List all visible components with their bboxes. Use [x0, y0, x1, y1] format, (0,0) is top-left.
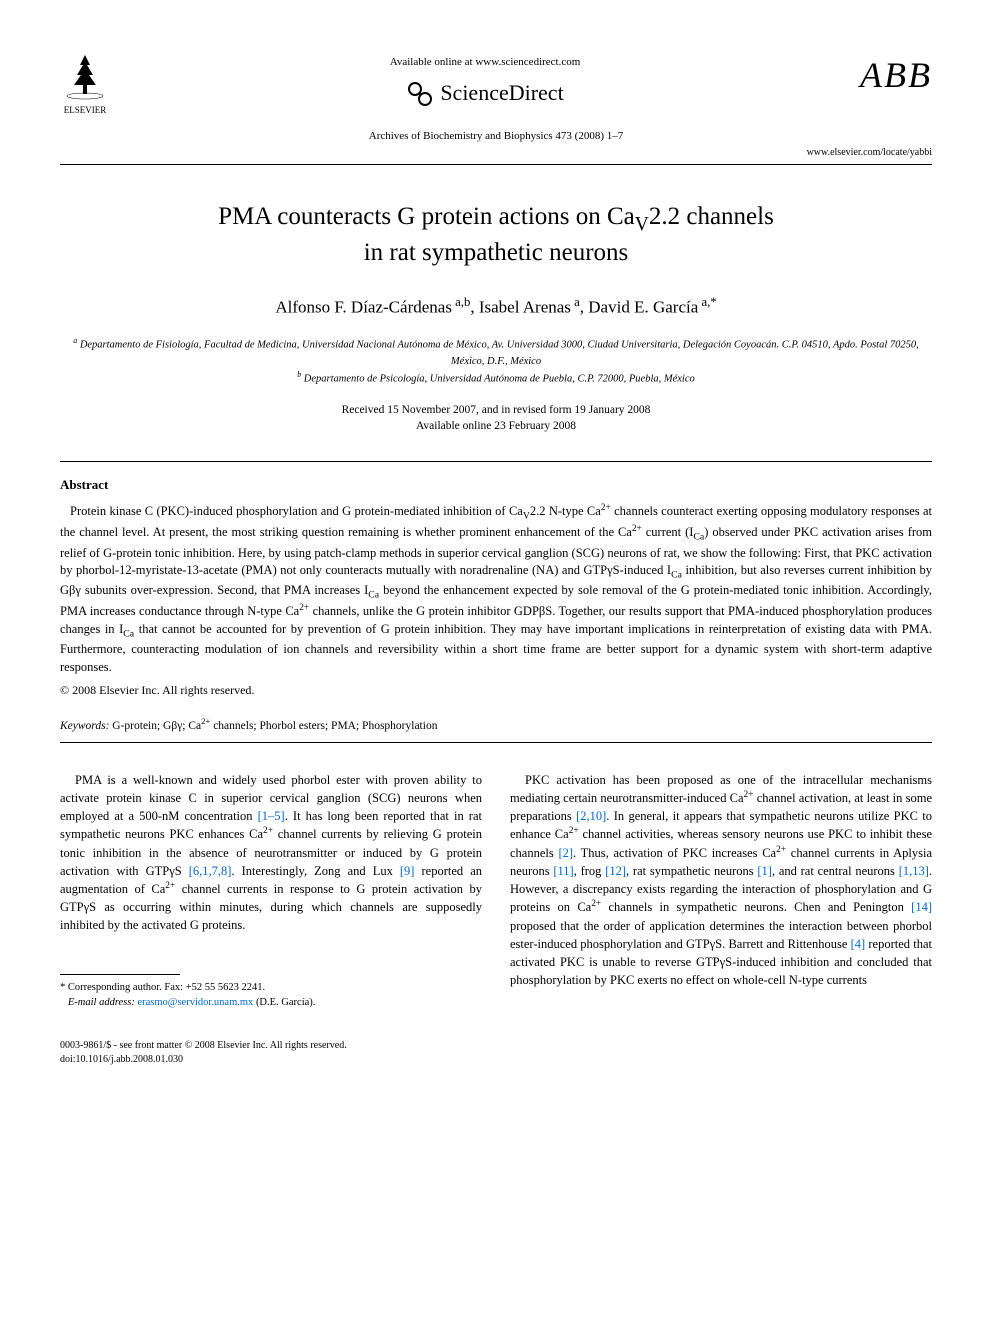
sciencedirect-block: Available online at www.sciencedirect.co…	[110, 50, 860, 109]
affiliation-b-text: Departamento de Psicología, Universidad …	[304, 374, 695, 385]
email-link[interactable]: erasmo@servidor.unam.mx	[137, 997, 253, 1008]
abstract-top-rule	[60, 461, 932, 462]
keywords-rule	[60, 742, 932, 743]
right-column: PKC activation has been proposed as one …	[510, 771, 932, 1011]
article-title: PMA counteracts G protein actions on CaV…	[60, 201, 932, 270]
ref-link[interactable]: [9]	[400, 864, 415, 878]
title-part3: in rat sympathetic neurons	[364, 239, 629, 266]
keywords: Keywords: G-protein; Gβγ; Ca2+ channels;…	[60, 715, 932, 734]
affiliation-a: a Departamento de Fisiología, Facultad d…	[60, 335, 932, 369]
ref-link[interactable]: [2]	[558, 846, 573, 860]
footer-front-matter: 0003-9861/$ - see front matter © 2008 El…	[60, 1039, 347, 1053]
ref-link[interactable]: [1]	[757, 864, 772, 878]
footnote-separator	[60, 974, 180, 975]
ref-link[interactable]: [2,10]	[576, 809, 606, 823]
authors: Alfonso F. Díaz-Cárdenas a,b, Isabel Are…	[60, 294, 932, 319]
affiliation-b: b Departamento de Psicología, Universida…	[60, 369, 932, 387]
journal-citation: Archives of Biochemistry and Biophysics …	[60, 129, 932, 144]
footnote-block: * Corresponding author. Fax: +52 55 5623…	[60, 981, 482, 1010]
left-column-paragraph: PMA is a well-known and widely used phor…	[60, 771, 482, 934]
sciencedirect-icon	[406, 80, 434, 108]
abstract-heading: Abstract	[60, 476, 932, 494]
affiliations: a Departamento de Fisiología, Facultad d…	[60, 335, 932, 387]
body-columns: PMA is a well-known and widely used phor…	[60, 771, 932, 1011]
ref-link[interactable]: [1–5]	[258, 809, 285, 823]
title-part1: PMA counteracts G protein actions on Ca	[218, 203, 635, 230]
affiliation-a-text: Departamento de Fisiología, Facultad de …	[80, 340, 919, 367]
abstract-copyright: © 2008 Elsevier Inc. All rights reserved…	[60, 682, 932, 699]
available-online-text: Available online at www.sciencedirect.co…	[110, 55, 860, 70]
page-footer: 0003-9861/$ - see front matter © 2008 El…	[60, 1039, 932, 1067]
corresponding-author: * Corresponding author. Fax: +52 55 5623…	[60, 981, 482, 996]
elsevier-logo: ELSEVIER	[60, 50, 110, 117]
footer-left: 0003-9861/$ - see front matter © 2008 El…	[60, 1039, 347, 1067]
email-line: E-mail address: erasmo@servidor.unam.mx …	[60, 996, 482, 1011]
ref-link[interactable]: [11]	[553, 864, 573, 878]
elsevier-label: ELSEVIER	[64, 104, 107, 117]
ref-link[interactable]: [6,1,7,8]	[189, 864, 232, 878]
journal-url: www.elsevier.com/locate/yabbi	[60, 146, 932, 160]
page-container: ELSEVIER Available online at www.science…	[0, 0, 992, 1107]
header-row: ELSEVIER Available online at www.science…	[60, 50, 932, 117]
title-subscript: V	[635, 214, 649, 235]
abb-block: ABB	[860, 50, 932, 100]
abstract-body: Protein kinase C (PKC)-induced phosphory…	[60, 502, 932, 676]
elsevier-tree-icon	[60, 50, 110, 100]
top-rule	[60, 164, 932, 165]
ref-link[interactable]: [12]	[605, 864, 626, 878]
abstract-section: Abstract Protein kinase C (PKC)-induced …	[60, 476, 932, 699]
available-date: Available online 23 February 2008	[60, 418, 932, 435]
received-date: Received 15 November 2007, and in revise…	[60, 402, 932, 419]
keywords-label: Keywords:	[60, 720, 109, 732]
footer-doi: doi:10.1016/j.abb.2008.01.030	[60, 1053, 347, 1067]
abb-logo: ABB	[860, 50, 932, 100]
right-column-paragraph: PKC activation has been proposed as one …	[510, 771, 932, 989]
ref-link[interactable]: [14]	[911, 900, 932, 914]
ref-link[interactable]: [1,13]	[899, 864, 929, 878]
ref-link[interactable]: [4]	[851, 937, 866, 951]
sciencedirect-logo: ScienceDirect	[110, 78, 860, 109]
sciencedirect-text: ScienceDirect	[440, 78, 563, 109]
title-part2: 2.2 channels	[649, 203, 774, 230]
email-name: (D.E. García).	[256, 997, 315, 1008]
email-label: E-mail address:	[68, 997, 135, 1008]
article-dates: Received 15 November 2007, and in revise…	[60, 402, 932, 435]
left-column: PMA is a well-known and widely used phor…	[60, 771, 482, 1011]
